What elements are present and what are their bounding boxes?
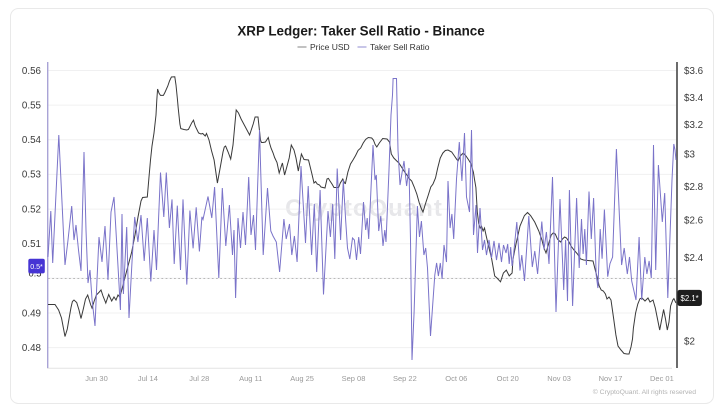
svg-text:Aug 11: Aug 11 — [239, 374, 262, 383]
svg-text:0.54: 0.54 — [22, 135, 42, 146]
svg-text:$3.4: $3.4 — [684, 93, 704, 104]
svg-text:0.56: 0.56 — [22, 66, 42, 77]
svg-text:0.49: 0.49 — [22, 308, 41, 319]
svg-text:0.5*: 0.5* — [30, 263, 43, 271]
svg-text:Taker Sell Ratio: Taker Sell Ratio — [370, 42, 430, 52]
svg-text:Jul 14: Jul 14 — [138, 374, 158, 383]
svg-text:Aug 25: Aug 25 — [290, 374, 314, 383]
svg-text:Jul 28: Jul 28 — [189, 374, 209, 383]
svg-text:Sep 08: Sep 08 — [342, 374, 366, 383]
svg-text:0.52: 0.52 — [22, 204, 41, 215]
svg-text:Oct 06: Oct 06 — [445, 374, 467, 383]
svg-text:Jun 30: Jun 30 — [85, 374, 108, 383]
svg-text:$2.8: $2.8 — [684, 182, 704, 193]
svg-text:$2: $2 — [684, 336, 695, 347]
svg-text:0.53: 0.53 — [22, 170, 42, 181]
svg-text:Oct 20: Oct 20 — [497, 374, 519, 383]
svg-text:0.48: 0.48 — [22, 343, 42, 354]
svg-text:Nov 03: Nov 03 — [547, 374, 571, 383]
svg-text:Price USD: Price USD — [310, 42, 350, 52]
svg-text:$3.2: $3.2 — [684, 120, 703, 131]
svg-text:$3.6: $3.6 — [684, 66, 704, 77]
svg-text:$2.6: $2.6 — [684, 215, 704, 226]
svg-text:Nov 17: Nov 17 — [599, 374, 623, 383]
svg-text:$3: $3 — [684, 149, 695, 160]
svg-text:$2.4: $2.4 — [684, 253, 704, 264]
svg-text:© CryptoQuant. All rights rese: © CryptoQuant. All rights reserved — [593, 388, 696, 396]
svg-text:$2.1*: $2.1* — [680, 294, 698, 303]
svg-text:0.55: 0.55 — [22, 100, 42, 111]
svg-text:0.51: 0.51 — [22, 239, 41, 250]
svg-text:Dec 01: Dec 01 — [650, 374, 674, 383]
svg-text:XRP Ledger: Taker Sell Ratio -: XRP Ledger: Taker Sell Ratio - Binance — [237, 24, 484, 39]
svg-text:Sep 22: Sep 22 — [393, 374, 417, 383]
